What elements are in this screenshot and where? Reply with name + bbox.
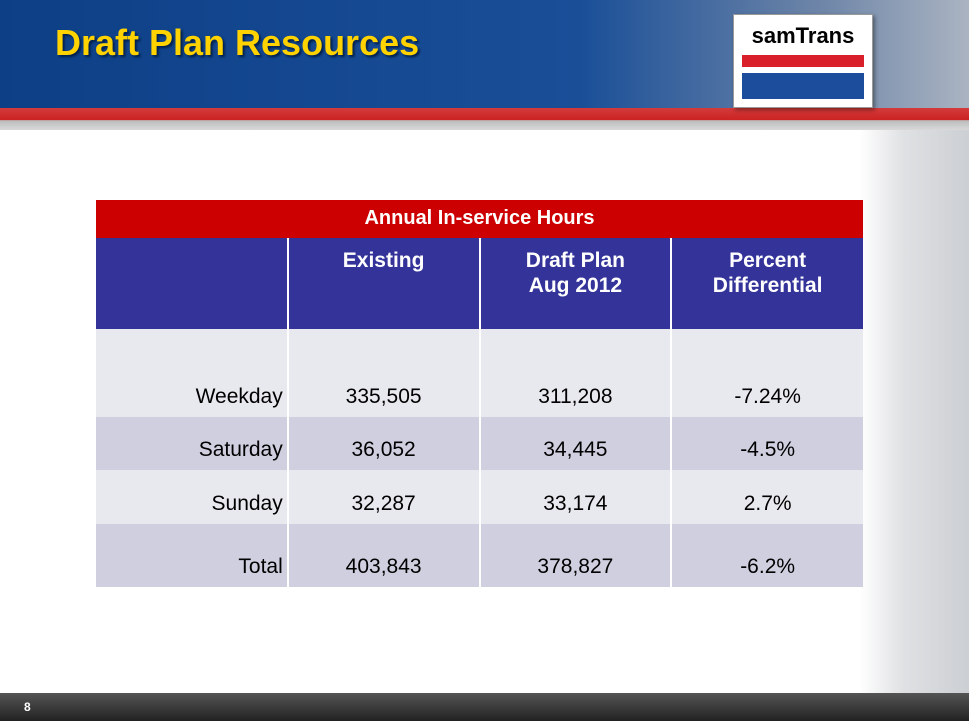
table-cell: 33,174 bbox=[478, 470, 672, 524]
header-line: Existing bbox=[342, 249, 425, 272]
table-row: Weekday 335,505 311,208 -7.24% bbox=[96, 329, 863, 417]
table-cell: Saturday bbox=[96, 417, 288, 470]
table-row: Total 403,843 378,827 -6.2% bbox=[96, 524, 863, 587]
footer-bar bbox=[0, 693, 969, 721]
header-stripe bbox=[0, 108, 969, 130]
table-row: Sunday 32,287 33,174 2.7% bbox=[96, 470, 863, 524]
header-cell: Percent Differential bbox=[670, 238, 863, 329]
table-wrap: Annual In-service Hours Existing Draft Pl… bbox=[96, 200, 863, 587]
table-caption: Annual In-service Hours bbox=[96, 200, 863, 238]
header-cell bbox=[96, 238, 288, 329]
table-cell: 311,208 bbox=[478, 329, 672, 417]
table-cell: 32,287 bbox=[286, 470, 480, 524]
logo-block bbox=[742, 73, 864, 99]
table: Annual In-service Hours Existing Draft Pl… bbox=[96, 200, 863, 587]
page-number: 8 bbox=[24, 700, 31, 714]
table-cell: 378,827 bbox=[478, 524, 672, 587]
header-line: Aug 2012 bbox=[528, 274, 623, 297]
table-cell: -6.2% bbox=[670, 524, 863, 587]
table-cell: 34,445 bbox=[478, 417, 672, 470]
table-cell: Total bbox=[96, 524, 288, 587]
table-cell: 335,505 bbox=[286, 329, 480, 417]
header-line: Differential bbox=[712, 274, 823, 297]
table-cell: -4.5% bbox=[670, 417, 863, 470]
header-cell: Draft Plan Aug 2012 bbox=[478, 238, 672, 329]
table-cell: -7.24% bbox=[670, 329, 863, 417]
background-photo bbox=[860, 130, 969, 693]
header-line: Draft Plan bbox=[525, 249, 625, 272]
table-cell: 403,843 bbox=[286, 524, 480, 587]
header-cell: Existing bbox=[286, 238, 480, 329]
table-cell: Weekday bbox=[96, 329, 288, 417]
slide-title: Draft Plan Resources bbox=[55, 22, 420, 63]
table-cell: 36,052 bbox=[286, 417, 480, 470]
logo-stripe bbox=[742, 55, 864, 67]
header-line: Percent bbox=[729, 249, 807, 272]
logo: samTrans bbox=[733, 14, 873, 108]
table-cell: Sunday bbox=[96, 470, 288, 524]
logo-text: samTrans bbox=[751, 23, 855, 48]
table-row: Saturday 36,052 34,445 -4.5% bbox=[96, 417, 863, 470]
table-cell: 2.7% bbox=[670, 470, 863, 524]
